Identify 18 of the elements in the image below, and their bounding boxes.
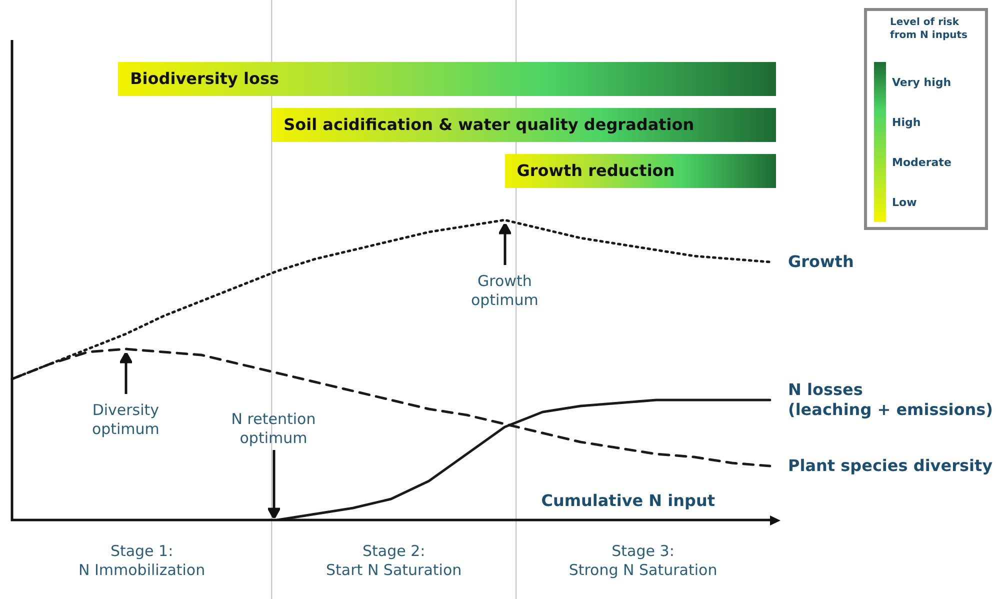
color-bar-label: Very high — [892, 76, 952, 89]
series-label: N losses (leaching + emissions) — [788, 380, 993, 420]
text: Stage 3: Strong N Saturation — [568, 542, 718, 580]
text: Soil acidification & water quality degradation — [272, 108, 776, 142]
text: Stage 1: N Immobilization — [77, 542, 206, 580]
x-axis-title: Cumulative N input — [541, 491, 716, 510]
annotation: Diversity optimum — [90, 401, 160, 439]
annotation: N retention optimum — [230, 410, 317, 448]
text: Stage 2: Start N Saturation — [325, 542, 463, 580]
annotation: Growth optimum — [470, 272, 540, 310]
series-label: Growth — [788, 252, 854, 272]
color-bar-label: Moderate — [892, 156, 952, 169]
color-bar-title: Level of risk from N inputs — [890, 16, 968, 42]
text: Growth reduction — [504, 154, 776, 188]
text: Biodiversity loss — [118, 62, 776, 96]
series-label: Plant species diversity — [788, 456, 993, 476]
color-bar-label: Low — [892, 196, 917, 209]
color-bar-label: High — [892, 116, 921, 129]
